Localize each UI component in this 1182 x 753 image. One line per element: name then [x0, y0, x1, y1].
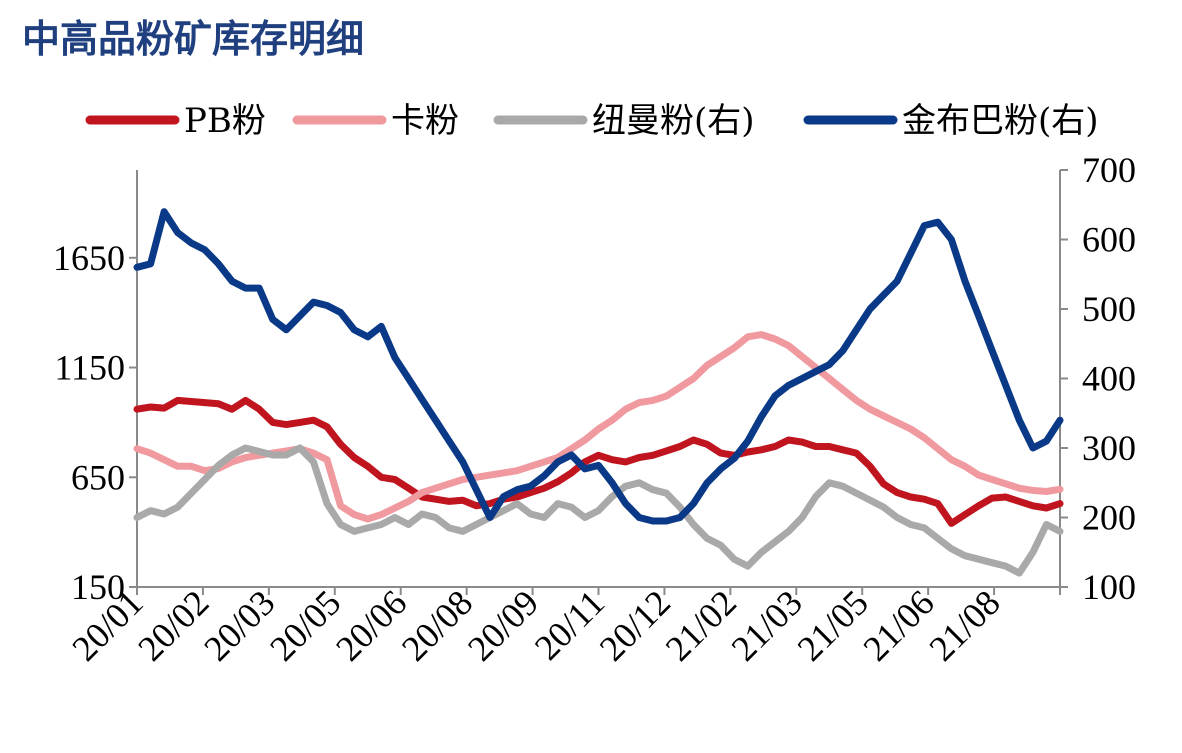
series-line-1	[133, 331, 1064, 523]
x-tick-label: 20/06	[328, 582, 414, 668]
legend-label-3: 金布巴粉(右)	[902, 101, 1099, 141]
left-tick-label: 650	[71, 457, 125, 497]
right-tick-label: 500	[1082, 289, 1136, 329]
x-tick-label: 21/02	[658, 582, 744, 668]
series-line-2	[133, 444, 1064, 577]
right-tick-label: 300	[1082, 428, 1136, 468]
right-tick-label: 200	[1082, 498, 1136, 538]
legend-label-1: 卡粉	[391, 101, 459, 141]
x-tick-label: 20/09	[460, 582, 546, 668]
x-tick-label: 21/05	[790, 582, 876, 668]
series-line-3	[133, 208, 1064, 525]
right-tick-label: 400	[1082, 359, 1136, 399]
series-lines	[133, 208, 1064, 577]
x-tick-label: 20/05	[262, 582, 348, 668]
series-line-0	[133, 396, 1064, 527]
right-axis-ticks: 100 200 300 400 500 600 700	[1060, 150, 1136, 607]
x-tick-label: 20/02	[130, 582, 216, 668]
x-tick-label: 21/03	[724, 582, 810, 668]
x-tick-label: 20/08	[394, 582, 480, 668]
x-tick-label: 20/03	[196, 582, 282, 668]
right-tick-label: 100	[1082, 567, 1136, 607]
x-tick-label: 21/08	[921, 582, 1007, 668]
right-tick-label: 700	[1082, 150, 1136, 190]
chart-title: 中高品粉矿库存明细	[22, 16, 364, 61]
left-tick-label: 150	[71, 567, 125, 607]
legend-label-0: PB粉	[184, 101, 266, 141]
legend: PB粉 卡粉 纽曼粉(右) 金布巴粉(右)	[85, 101, 1099, 141]
left-tick-label: 1150	[54, 348, 125, 388]
x-tick-label: 20/11	[527, 582, 612, 667]
legend-label-2: 纽曼粉(右)	[592, 101, 755, 141]
x-axis-ticks: 20/0120/0220/0320/0520/0620/0820/0920/11…	[64, 582, 1061, 669]
left-axis-ticks: 150 650 1150 1650	[53, 238, 137, 607]
right-tick-label: 600	[1082, 220, 1136, 260]
x-tick-label: 21/06	[856, 582, 942, 668]
left-tick-label: 1650	[53, 238, 125, 278]
x-tick-label: 20/12	[592, 582, 678, 668]
